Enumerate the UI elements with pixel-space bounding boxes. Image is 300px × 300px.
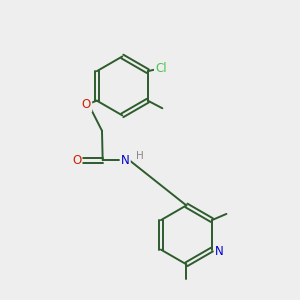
Text: N: N <box>121 154 130 167</box>
Text: O: O <box>72 154 81 167</box>
Text: H: H <box>136 151 144 161</box>
Text: N: N <box>215 245 224 258</box>
Text: O: O <box>82 98 91 111</box>
Text: Cl: Cl <box>155 62 167 75</box>
